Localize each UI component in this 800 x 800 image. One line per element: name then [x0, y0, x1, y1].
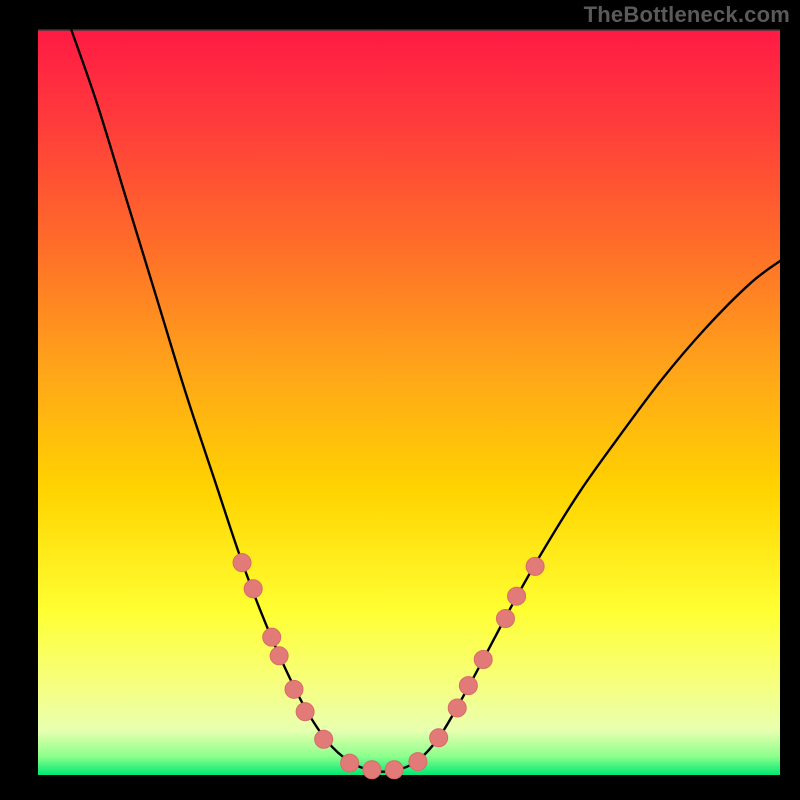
data-marker [296, 703, 314, 721]
data-marker [341, 754, 359, 772]
data-marker [474, 651, 492, 669]
watermark-text: TheBottleneck.com [584, 2, 790, 28]
data-marker [409, 753, 427, 771]
data-marker [285, 680, 303, 698]
data-marker [448, 699, 466, 717]
data-marker [459, 677, 477, 695]
data-marker [430, 729, 448, 747]
data-marker [270, 647, 288, 665]
data-marker [244, 580, 262, 598]
data-marker [233, 554, 251, 572]
bottleneck-chart [0, 0, 800, 800]
data-marker [315, 730, 333, 748]
data-marker [496, 610, 514, 628]
data-marker [363, 761, 381, 779]
plot-gradient [38, 30, 780, 775]
data-marker [263, 628, 281, 646]
data-marker [385, 761, 403, 779]
data-marker [508, 587, 526, 605]
data-marker [526, 557, 544, 575]
